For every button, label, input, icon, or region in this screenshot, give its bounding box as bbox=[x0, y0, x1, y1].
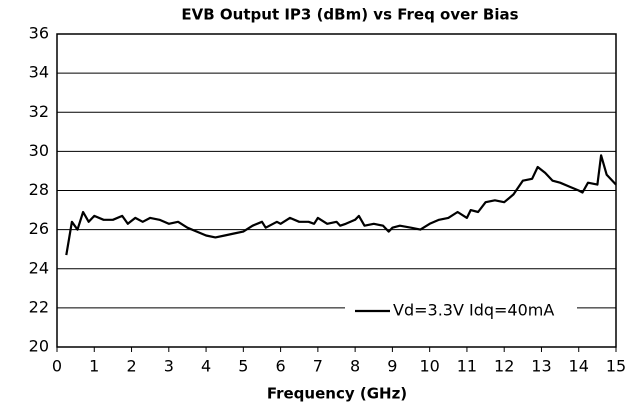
x-tick-label: 4 bbox=[201, 357, 211, 376]
y-tick-label: 26 bbox=[29, 219, 49, 238]
x-tick-label: 7 bbox=[313, 357, 323, 376]
x-tick-label: 10 bbox=[419, 357, 439, 376]
plot-area bbox=[56, 33, 617, 348]
y-tick-label: 32 bbox=[29, 102, 49, 121]
y-tick-label: 34 bbox=[29, 63, 49, 82]
y-tick-label: 30 bbox=[29, 141, 49, 160]
x-tick-label: 1 bbox=[89, 357, 99, 376]
legend-label: Vd=3.3V Idq=40mA bbox=[393, 301, 554, 320]
x-tick-label: 14 bbox=[569, 357, 589, 376]
y-tick-label: 28 bbox=[29, 180, 49, 199]
x-tick-label: 6 bbox=[276, 357, 286, 376]
x-tick-label: 9 bbox=[387, 357, 397, 376]
data-line bbox=[65, 154, 617, 256]
y-tick-label: 24 bbox=[29, 258, 49, 277]
x-tick-label: 12 bbox=[494, 357, 514, 376]
x-tick-label: 2 bbox=[126, 357, 136, 376]
x-tick-label: 5 bbox=[238, 357, 248, 376]
y-tick-label: 20 bbox=[29, 337, 49, 356]
x-tick-label: 13 bbox=[531, 357, 551, 376]
x-tick-label: 15 bbox=[606, 357, 626, 376]
x-tick-label: 11 bbox=[457, 357, 477, 376]
x-tick-label: 8 bbox=[350, 357, 360, 376]
y-tick-label: 22 bbox=[29, 297, 49, 316]
x-axis-label: Frequency (GHz) bbox=[267, 385, 407, 403]
x-tick-label: 0 bbox=[52, 357, 62, 376]
chart-title: EVB Output IP3 (dBm) vs Freq over Bias bbox=[181, 6, 518, 24]
y-tick-label: 36 bbox=[29, 24, 49, 43]
x-tick-label: 3 bbox=[164, 357, 174, 376]
